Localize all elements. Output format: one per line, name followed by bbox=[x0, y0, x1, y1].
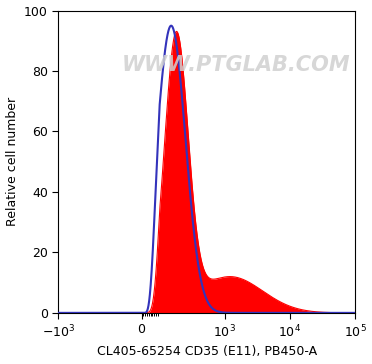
Text: WWW.PTGLAB.COM: WWW.PTGLAB.COM bbox=[122, 55, 351, 75]
Y-axis label: Relative cell number: Relative cell number bbox=[6, 97, 19, 226]
X-axis label: CL405-65254 CD35 (E11), PB450-A: CL405-65254 CD35 (E11), PB450-A bbox=[97, 345, 317, 359]
